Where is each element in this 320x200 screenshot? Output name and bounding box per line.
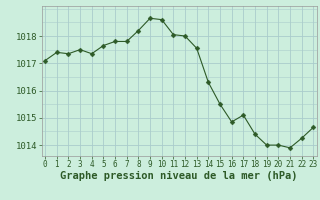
X-axis label: Graphe pression niveau de la mer (hPa): Graphe pression niveau de la mer (hPa) xyxy=(60,171,298,181)
